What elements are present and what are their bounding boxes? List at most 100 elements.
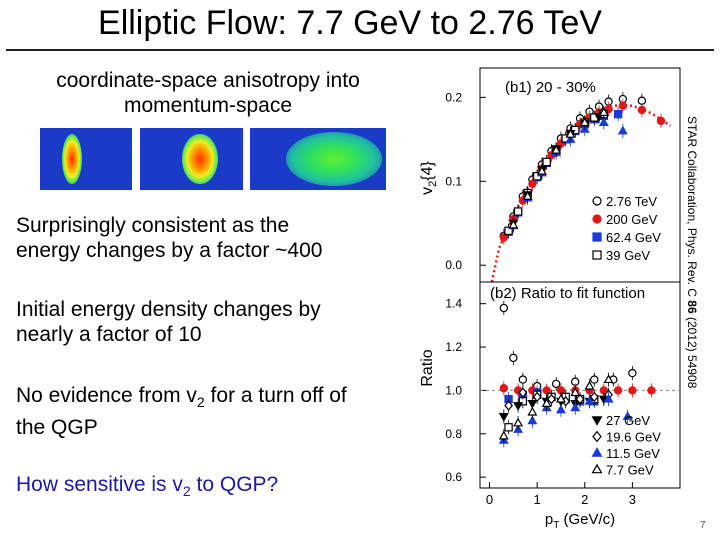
b2-x-tick-label-1: 1 (534, 492, 541, 507)
b2-legend-marker-6 (591, 447, 603, 457)
panel-b1-y-ticks: 0.0 0.1 0.2 (445, 90, 486, 272)
b1-point-6-2 (536, 165, 547, 175)
y-label-v: v (419, 187, 436, 195)
b1-legend-label-1: 200 GeV (606, 212, 658, 227)
sensitivity-text-a: How sensitive is v (16, 473, 183, 496)
b2-x-tick-label-2: 2 (581, 492, 588, 507)
b1-point-3-4 (542, 157, 551, 167)
citation-volume: 86 (685, 300, 699, 314)
b1-point-6-4 (565, 128, 576, 138)
b1-point-6-0 (508, 219, 519, 229)
b2-point-4-2 (527, 399, 538, 409)
b2-point-6-4 (555, 404, 566, 414)
b1-legend-marker-3 (592, 250, 602, 260)
b2-point-6-7 (603, 393, 614, 403)
b1-legend-label-3: 39 GeV (606, 248, 650, 263)
b2-point-7-6 (584, 380, 595, 390)
b2-legend-label-7: 7.7 GeV (606, 463, 654, 478)
b2-point-3-0 (504, 423, 513, 432)
b2-point-5-5 (575, 393, 585, 405)
b2-point-0-2 (518, 375, 528, 384)
b1-point-6-6 (598, 107, 609, 116)
b2-point-7-1 (513, 417, 524, 427)
b1-point-1-13 (637, 105, 647, 115)
b2-y-tick-label-0: 0.6 (445, 470, 462, 484)
citation-b: (2012) 54908 (685, 314, 699, 389)
b2-point-4-1 (513, 402, 524, 411)
b2-point-1-0 (499, 384, 509, 393)
x-label-sub: T (553, 520, 559, 531)
sensitivity-text-b: to QGP? (190, 473, 279, 496)
energy-density-note: Initial energy density changes by nearly… (16, 297, 396, 347)
b1-y-tick-label-0: 0.0 (445, 258, 462, 272)
panel-b2-x-label: pT (GeV/c) (545, 511, 615, 531)
sensitivity-question: How sensitive is v2 to QGP? (16, 472, 396, 504)
b2-point-7-0 (498, 430, 509, 440)
b1-point-6-1 (522, 191, 533, 200)
b2-point-0-1 (509, 353, 518, 363)
consistency-line-1: Surprisingly consistent as the (16, 214, 290, 237)
b2-legend-label-4: 27 GeV (606, 413, 650, 428)
b2-point-5-2 (532, 391, 542, 403)
b2-legend-label-5: 19.6 GeV (606, 430, 661, 445)
coordinate-space-caption: coordinate-space anisotropy into momentu… (18, 68, 398, 118)
b1-point-1-14 (656, 116, 666, 126)
b1-point-3-0 (504, 226, 513, 236)
energy-density-line-2: nearly a factor of 10 (16, 323, 202, 346)
citation-text: STAR Collaboration, Phys. Rev. C 86 (201… (685, 116, 699, 389)
b2-y-tick-label-4: 1.4 (445, 297, 462, 311)
b2-point-4-0 (498, 412, 509, 422)
b2-point-5-6 (589, 391, 599, 403)
b1-legend-label-0: 2.76 TeV (606, 194, 657, 209)
b1-point-1-3 (528, 179, 537, 189)
citation-a: STAR Collaboration, Phys. Rev. C (685, 116, 699, 300)
b2-legend-marker-4 (591, 416, 603, 426)
b2-legend-label-6: 11.5 GeV (606, 446, 660, 461)
panel-b2-frame (479, 281, 681, 489)
slide-number: 7 (700, 520, 706, 531)
b1-point-6-5 (579, 117, 590, 127)
anisotropy-image-early (40, 128, 132, 190)
panel-b2-label: (b2) Ratio to fit function (490, 285, 645, 302)
title-divider (6, 49, 714, 51)
no-evidence-line-2: the QGP (16, 416, 98, 440)
slide-title: Elliptic Flow: 7.7 GeV to 2.76 TeV (98, 4, 602, 42)
b2-point-7-3 (541, 398, 552, 407)
b1-legend-marker-0 (592, 196, 602, 206)
no-evidence-text-a: No evidence from v (16, 384, 197, 407)
b1-point-5-6 (598, 117, 609, 127)
b2-point-0-4 (551, 379, 561, 389)
b2-point-1-3 (542, 386, 551, 395)
sensitivity-sub: 2 (182, 483, 191, 500)
b2-point-6-5 (570, 402, 581, 412)
y-label-post: {4} (419, 160, 436, 180)
b2-y-tick-label-2: 1.0 (445, 383, 462, 397)
b2-point-7-5 (570, 387, 581, 397)
b2-point-0-6 (590, 375, 599, 384)
consistency-note: Surprisingly consistent as the energy ch… (16, 213, 396, 263)
panel-b1: (b1) 20 - 30% 0.0 0.1 0.2 2.76 TeV 200 GeV 6… (419, 67, 681, 283)
b1-legend-marker-1 (592, 214, 602, 224)
panel-b2-y-label: Ratio (419, 349, 436, 386)
anisotropy-image-middle (140, 128, 243, 190)
b2-point-7-2 (527, 406, 538, 416)
panel-b2-x-ticks: 0 1 2 3 (486, 482, 636, 507)
b2-y-tick-label-1: 0.8 (445, 427, 462, 441)
b1-y-tick-label-1: 0.1 (445, 174, 462, 188)
consistency-line-2: energy changes by a factor ~400 (16, 239, 323, 262)
panel-b1-marks (490, 92, 672, 283)
x-label-post: (GeV/c) (559, 511, 615, 528)
y-label-sub: 2 (427, 181, 439, 187)
b2-point-7-7 (603, 374, 614, 384)
b2-point-6-8 (622, 411, 633, 420)
b2-x-tick-label-3: 3 (629, 492, 636, 507)
b2-point-6-6 (584, 395, 595, 405)
coordinate-caption-line-1: coordinate-space anisotropy into (56, 69, 360, 92)
b2-point-5-1 (518, 387, 528, 398)
panel-b2-marks (480, 301, 680, 448)
b2-point-1-10 (647, 386, 656, 395)
b1-point-6-3 (551, 144, 562, 154)
b1-legend-marker-2 (592, 232, 602, 242)
anisotropy-image-late (250, 128, 386, 190)
